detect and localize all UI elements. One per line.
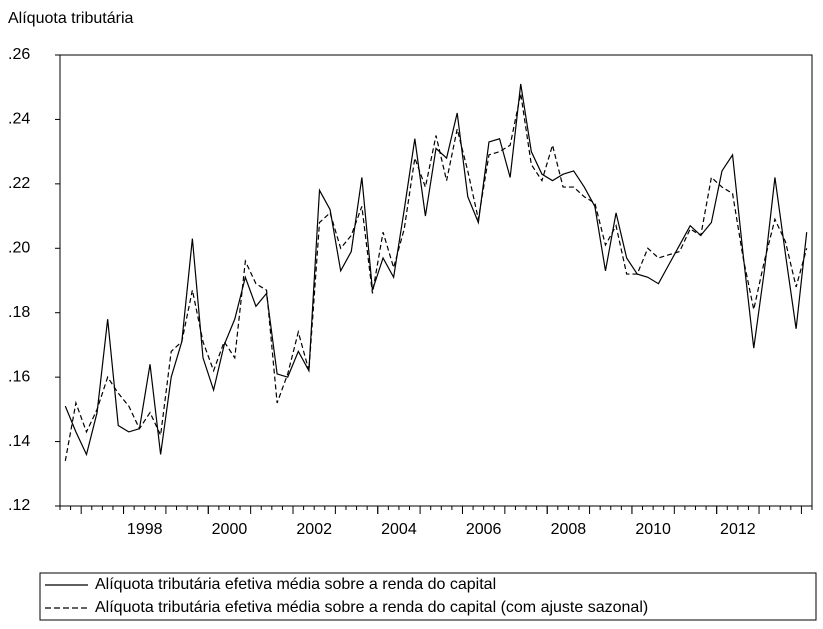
x-tick-label: 2004 xyxy=(381,521,417,538)
legend-label: Alíquota tributária efetiva média sobre … xyxy=(95,576,496,593)
y-axis-label: Alíquota tributária xyxy=(8,10,134,27)
x-tick-label: 2012 xyxy=(720,521,756,538)
legend-label: Alíquota tributária efetiva média sobre … xyxy=(95,599,648,616)
plot-frame xyxy=(59,54,813,507)
y-tick-label: .24 xyxy=(8,111,30,128)
x-tick-label: 2000 xyxy=(212,521,248,538)
series-line xyxy=(64,93,808,462)
y-tick-label: .18 xyxy=(8,304,30,321)
y-tick-label: .22 xyxy=(8,175,30,192)
y-tick-label: .16 xyxy=(8,368,30,385)
x-tick-label: 1998 xyxy=(127,521,163,538)
series-line xyxy=(64,83,808,457)
legend-box xyxy=(39,572,817,621)
y-tick-label: .20 xyxy=(8,240,30,257)
y-tick-label: .26 xyxy=(8,46,30,63)
x-tick-label: 2010 xyxy=(635,521,671,538)
x-tick-label: 2008 xyxy=(551,521,587,538)
y-tick-label: .12 xyxy=(8,497,30,514)
x-tick-label: 2006 xyxy=(466,521,502,538)
x-tick-label: 2002 xyxy=(296,521,332,538)
y-tick-label: .14 xyxy=(8,433,30,450)
